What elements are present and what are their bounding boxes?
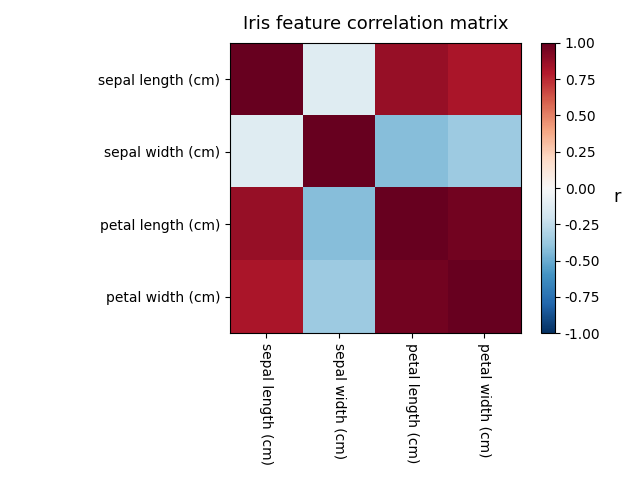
Y-axis label: r: r <box>613 188 621 206</box>
Title: Iris feature correlation matrix: Iris feature correlation matrix <box>243 15 508 33</box>
